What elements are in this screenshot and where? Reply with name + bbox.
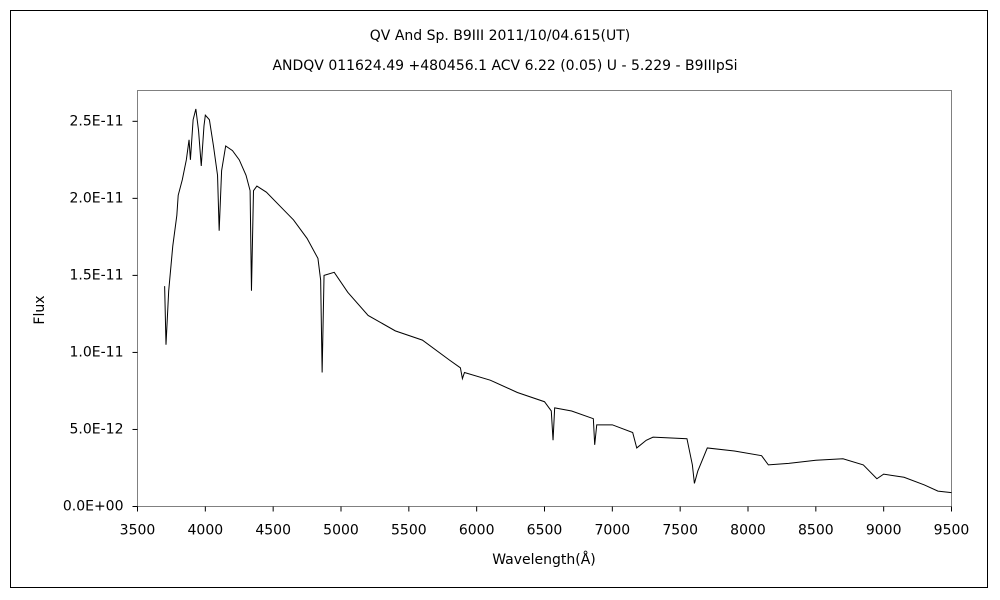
x-tick-label: 7500 [662,523,698,539]
y-tick-label: 1.0E-11 [70,344,124,360]
y-tick-label: 2.0E-11 [70,190,124,206]
y-tick-label: 0.0E+00 [63,499,124,515]
spectrum-line [164,108,952,494]
x-tick-label: 9500 [934,523,970,539]
x-tick-label: 4500 [255,523,291,539]
x-tick-label: 8000 [730,523,766,539]
x-tick-label: 6000 [459,523,495,539]
y-tick-label: 5.0E-12 [70,421,124,437]
plot-area [137,90,952,507]
x-axis-label: Wavelength(Å) [492,551,596,568]
y-tick-label: 1.5E-11 [70,267,124,283]
x-tick-label: 9000 [866,523,902,539]
chart-title: QV And Sp. B9III 2011/10/04.615(UT) [370,28,630,44]
x-tick-label: 5500 [391,523,427,539]
x-tick-label: 3500 [120,523,156,539]
chart-subtitle: ANDQV 011624.49 +480456.1 ACV 6.22 (0.05… [272,58,737,74]
y-axis-label: Flux [32,295,48,324]
x-tick-label: 8500 [798,523,834,539]
x-tick-label: 7000 [595,523,631,539]
x-tick-label: 6500 [527,523,563,539]
x-tick-label: 5000 [323,523,359,539]
x-tick-label: 4000 [188,523,224,539]
y-tick-label: 2.5E-11 [70,113,124,129]
chart-frame [10,10,988,588]
